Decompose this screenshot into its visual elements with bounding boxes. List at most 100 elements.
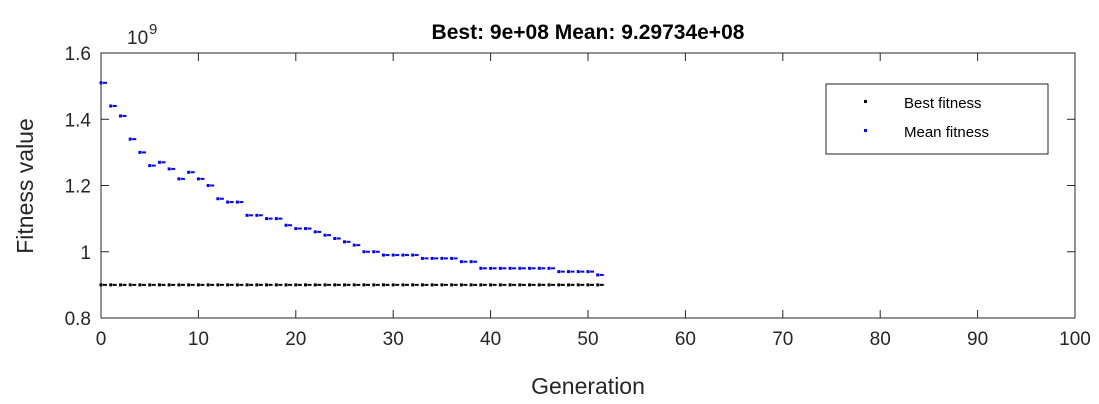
best-fitness-point-tail: [219, 283, 224, 286]
best-fitness-point-tail: [512, 283, 517, 286]
mean-fitness-point: [128, 137, 132, 141]
mean-fitness-point-tail: [590, 270, 594, 273]
best-fitness-point: [430, 283, 434, 287]
x-tick-label: 0: [96, 329, 107, 350]
mean-fitness-point: [313, 230, 317, 234]
mean-fitness-point-tail: [375, 250, 380, 253]
legend: Best fitness Mean fitness: [825, 83, 1049, 155]
best-fitness-point-tail: [229, 283, 234, 286]
best-fitness-point: [196, 283, 200, 287]
x-tick-label: 100: [1059, 329, 1091, 350]
mean-fitness-point-tail: [346, 240, 351, 243]
mean-fitness-point: [352, 243, 356, 247]
x-tick-labels: 0 10 20 30 40 50 60 70 80 90 100: [96, 329, 1091, 350]
mean-fitness-point: [547, 266, 551, 270]
mean-fitness-point-tail: [219, 197, 224, 200]
best-fitness-point-tail: [258, 283, 263, 286]
best-fitness-point-tail: [327, 283, 332, 286]
best-fitness-point-tail: [161, 283, 166, 286]
mean-fitness-point: [596, 273, 600, 277]
best-fitness-series: [99, 283, 604, 287]
mean-fitness-point-tail: [327, 234, 332, 237]
mean-fitness-point-tail: [541, 267, 546, 270]
mean-fitness-point-tail: [249, 214, 254, 217]
chart-title: Best: 9e+08 Mean: 9.29734e+08: [432, 21, 745, 44]
best-fitness-point-tail: [434, 283, 439, 286]
best-fitness-point-tail: [297, 283, 302, 286]
legend-label-best: Best fitness: [904, 95, 982, 112]
mean-fitness-point: [284, 223, 288, 227]
best-fitness-point: [596, 283, 600, 287]
mean-fitness-series: [99, 81, 604, 277]
best-fitness-point: [313, 283, 317, 287]
legend-marker-mean: [864, 129, 867, 132]
best-fitness-point-tail: [151, 283, 156, 286]
mean-fitness-point: [196, 177, 200, 181]
legend-marker-best: [864, 100, 867, 103]
best-fitness-point-tail: [336, 283, 341, 286]
best-fitness-point: [372, 283, 376, 287]
x-tick-label: 90: [967, 329, 988, 350]
mean-fitness-point: [343, 240, 346, 244]
y-tick-labels: 0.8 1 1.2 1.4 1.6: [65, 44, 92, 330]
x-tick-label: 50: [577, 329, 598, 350]
best-fitness-point: [255, 283, 259, 287]
mean-fitness-point-tail: [414, 254, 419, 257]
best-fitness-point-tail: [132, 283, 137, 286]
best-fitness-point-tail: [385, 283, 390, 286]
best-fitness-point-tail: [268, 283, 273, 286]
series-points: [99, 81, 604, 287]
best-fitness-point: [216, 283, 220, 287]
best-fitness-point-tail: [210, 283, 215, 286]
best-fitness-point-tail: [375, 283, 380, 286]
mean-fitness-point: [508, 266, 512, 270]
mean-fitness-point: [157, 160, 161, 164]
mean-fitness-point-tail: [141, 151, 146, 154]
best-fitness-point-tail: [541, 283, 546, 286]
mean-fitness-point: [148, 164, 152, 168]
best-fitness-point-tail: [424, 283, 429, 286]
mean-fitness-point-tail: [385, 254, 390, 257]
mean-fitness-point-tail: [210, 184, 215, 187]
mean-fitness-point: [420, 256, 424, 260]
mean-fitness-point: [586, 270, 590, 274]
mean-fitness-point: [469, 260, 473, 264]
mean-fitness-point-tail: [443, 257, 448, 260]
mean-fitness-point-tail: [521, 267, 526, 270]
best-fitness-point: [586, 283, 590, 287]
mean-fitness-point: [99, 81, 103, 85]
x-tick-label: 30: [383, 329, 404, 350]
best-fitness-point: [547, 283, 551, 287]
best-fitness-point: [235, 283, 239, 287]
y-exponent-power: 9: [149, 21, 157, 38]
mean-fitness-point: [411, 253, 415, 257]
mean-fitness-point-tail: [336, 237, 341, 240]
legend-box: [825, 83, 1049, 155]
best-fitness-point-tail: [112, 283, 117, 286]
best-fitness-point-tail: [356, 283, 361, 286]
mean-fitness-point-tail: [151, 164, 156, 167]
x-tick-label: 60: [675, 329, 696, 350]
mean-fitness-point: [255, 213, 259, 217]
best-fitness-point-tail: [521, 283, 526, 286]
mean-fitness-point: [118, 114, 122, 118]
best-fitness-point: [411, 283, 415, 287]
mean-fitness-point: [138, 150, 142, 154]
mean-fitness-point-tail: [492, 267, 497, 270]
mean-fitness-point-tail: [580, 270, 585, 273]
best-fitness-point: [469, 283, 473, 287]
mean-fitness-point: [440, 256, 444, 260]
best-fitness-point: [294, 283, 298, 287]
x-axis-label: Generation: [531, 373, 645, 399]
best-fitness-point: [177, 283, 181, 287]
best-fitness-point: [528, 283, 532, 287]
best-fitness-point: [537, 283, 541, 287]
mean-fitness-point: [304, 227, 308, 231]
best-fitness-point-tail: [200, 283, 205, 286]
best-fitness-point: [479, 283, 483, 287]
best-fitness-point-tail: [346, 283, 351, 286]
mean-fitness-point: [274, 217, 278, 221]
x-tick-label: 40: [480, 329, 501, 350]
best-fitness-point: [391, 283, 395, 287]
